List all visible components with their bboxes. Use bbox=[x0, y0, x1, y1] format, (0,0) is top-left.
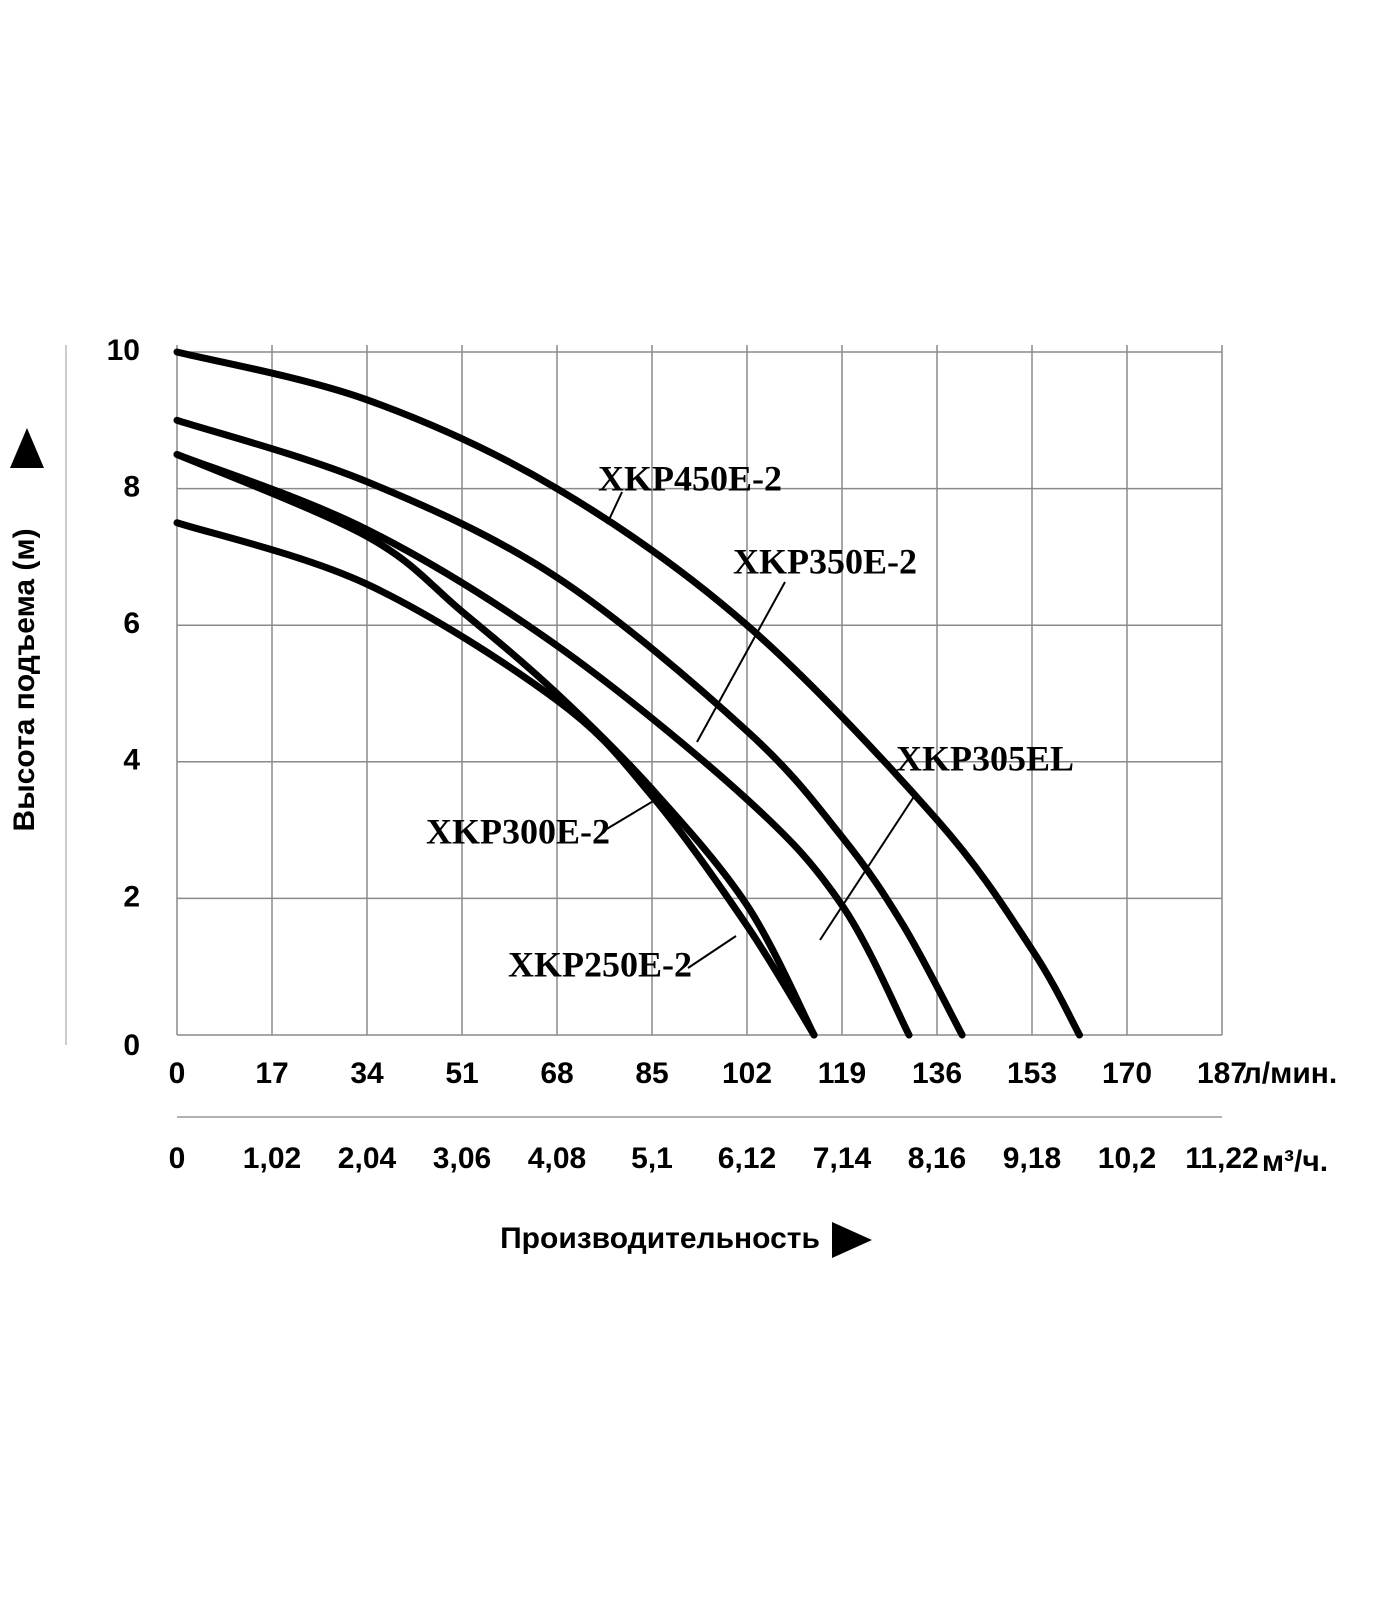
x-tick-label: 51 bbox=[445, 1057, 478, 1090]
x-tick-label: 34 bbox=[350, 1057, 384, 1090]
x-tick-label: 102 bbox=[722, 1057, 772, 1090]
leader-line bbox=[604, 799, 656, 831]
x-title: Производительность bbox=[500, 1222, 820, 1255]
x-tick-label: 170 bbox=[1102, 1057, 1152, 1090]
series-label: XKP305EL bbox=[896, 738, 1074, 778]
x2-tick-label: 3,06 bbox=[433, 1142, 491, 1175]
x2-unit: м³/ч. bbox=[1262, 1145, 1328, 1178]
y-tick-label: 0 bbox=[123, 1029, 140, 1062]
series-label: XKP350E-2 bbox=[733, 541, 917, 581]
x2-tick-label: 2,04 bbox=[338, 1142, 397, 1175]
y-arrow bbox=[10, 428, 44, 468]
curve bbox=[173, 450, 913, 1039]
x2-tick-label: 8,16 bbox=[908, 1142, 966, 1175]
x2-tick-label: 9,18 bbox=[1003, 1142, 1061, 1175]
y-tick-label: 8 bbox=[123, 471, 140, 504]
series-label: XKP250E-2 bbox=[508, 944, 692, 984]
x2-tick-label: 11,22 bbox=[1185, 1142, 1258, 1175]
curve bbox=[173, 348, 1083, 1039]
y-tick-label: 4 bbox=[123, 744, 140, 777]
x-tick-label: 119 bbox=[818, 1057, 866, 1090]
y-tick-label: 10 bbox=[107, 334, 140, 367]
x-arrow bbox=[832, 1222, 872, 1258]
x-tick-label: 68 bbox=[540, 1057, 573, 1090]
x2-tick-label: 6,12 bbox=[718, 1142, 776, 1175]
x2-tick-label: 1,02 bbox=[243, 1142, 301, 1175]
series-label: XKP450E-2 bbox=[598, 458, 782, 498]
x-tick-label: 17 bbox=[255, 1057, 288, 1090]
y-tick-label: 6 bbox=[123, 607, 140, 640]
x2-tick-label: 0 bbox=[169, 1142, 186, 1175]
x2-tick-label: 5,1 bbox=[631, 1142, 673, 1175]
leader-line bbox=[606, 491, 623, 525]
series-label: XKP300E-2 bbox=[426, 811, 610, 851]
y-title: Высота подъема (м) bbox=[8, 528, 41, 831]
x-tick-label: 187 bbox=[1197, 1057, 1247, 1090]
x-tick-label: 0 bbox=[169, 1057, 186, 1090]
curve bbox=[173, 416, 966, 1039]
leader-line bbox=[696, 581, 786, 743]
x2-tick-label: 4,08 bbox=[528, 1142, 586, 1175]
y-tick-label: 2 bbox=[123, 880, 140, 913]
x-tick-label: 153 bbox=[1007, 1057, 1057, 1090]
leader-line bbox=[687, 935, 737, 969]
leader-line bbox=[819, 794, 916, 941]
curve bbox=[173, 450, 818, 1039]
x-unit: л/мин. bbox=[1243, 1057, 1337, 1090]
x2-tick-label: 10,2 bbox=[1098, 1142, 1156, 1175]
x2-tick-label: 7,14 bbox=[813, 1142, 872, 1175]
x-tick-label: 85 bbox=[635, 1057, 668, 1090]
x-tick-label: 136 bbox=[912, 1057, 962, 1090]
curve bbox=[173, 519, 818, 1039]
